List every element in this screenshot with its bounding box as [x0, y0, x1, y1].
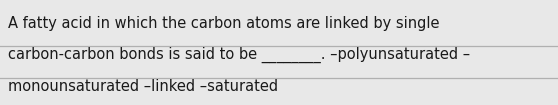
- Text: A fatty acid in which the carbon atoms are linked by single: A fatty acid in which the carbon atoms a…: [8, 16, 440, 31]
- Text: monounsaturated –linked –saturated: monounsaturated –linked –saturated: [8, 79, 278, 94]
- Text: carbon-carbon bonds is said to be ________. –polyunsaturated –: carbon-carbon bonds is said to be ______…: [8, 47, 470, 63]
